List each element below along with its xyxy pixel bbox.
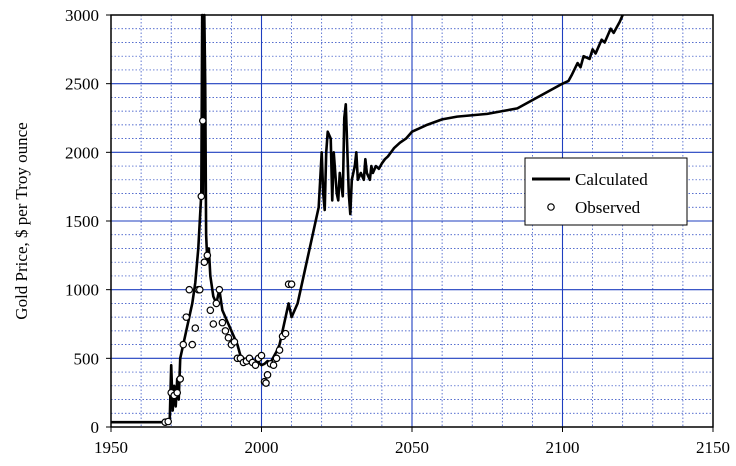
- legend-label-calculated: Calculated: [575, 170, 648, 189]
- observed-point: [281, 329, 290, 338]
- observed-point: [191, 324, 200, 332]
- observed-point: [272, 354, 281, 363]
- y-tick-label: 0: [91, 418, 100, 437]
- legend-box: [524, 157, 688, 226]
- observed-point: [203, 251, 212, 260]
- y-tick-label: 2000: [65, 143, 99, 162]
- y-tick-label: 2500: [65, 75, 99, 94]
- observed-point: [269, 361, 278, 370]
- x-tick-label: 2050: [395, 438, 429, 457]
- axis-ticks: [106, 14, 714, 432]
- observed-point: [176, 375, 185, 383]
- observed-point: [188, 340, 197, 349]
- observed-point: [185, 285, 194, 294]
- legend-label-observed: Observed: [575, 198, 641, 217]
- legend: Calculated Observed: [524, 157, 688, 226]
- y-tick-label: 3000: [65, 6, 99, 25]
- observed-point: [287, 280, 296, 288]
- observed-point: [200, 258, 209, 267]
- observed-point: [230, 338, 239, 346]
- legend-marker-swatch: [547, 203, 555, 211]
- observed-point: [173, 388, 182, 397]
- series-line-calculated: [111, 13, 624, 424]
- y-tick-label: 500: [74, 349, 100, 368]
- observed-point: [224, 333, 233, 342]
- x-tick-label: 2000: [245, 438, 279, 457]
- x-tick-label: 2150: [696, 438, 730, 457]
- major-grid: [111, 15, 713, 427]
- observed-point: [209, 320, 218, 328]
- observed-point: [182, 313, 191, 321]
- observed-point: [218, 318, 227, 327]
- x-tick-label: 1950: [94, 438, 128, 457]
- y-tick-label: 1000: [65, 281, 99, 300]
- y-tick-label: 1500: [65, 212, 99, 231]
- observed-point: [263, 371, 272, 379]
- series-layer: [111, 13, 624, 426]
- observed-point: [164, 417, 172, 426]
- observed-point: [197, 192, 206, 201]
- observed-point: [206, 306, 215, 315]
- x-tick-label: 2100: [546, 438, 580, 457]
- observed-point: [251, 361, 260, 370]
- observed-point: [212, 299, 221, 308]
- y-tick-labels: 0 500 1000 1500 2000 2500 3000: [65, 6, 99, 437]
- observed-point: [199, 116, 207, 125]
- observed-point: [257, 351, 266, 360]
- observed-point: [179, 340, 188, 349]
- observed-point: [215, 285, 224, 294]
- x-tick-labels: 1950 2000 2050 2100 2150: [94, 438, 730, 457]
- observed-point: [262, 379, 270, 387]
- observed-point: [195, 285, 204, 294]
- y-axis-title: Gold Price, $ per Troy ounce: [12, 122, 31, 319]
- observed-point: [221, 327, 230, 335]
- observed-point: [275, 346, 284, 354]
